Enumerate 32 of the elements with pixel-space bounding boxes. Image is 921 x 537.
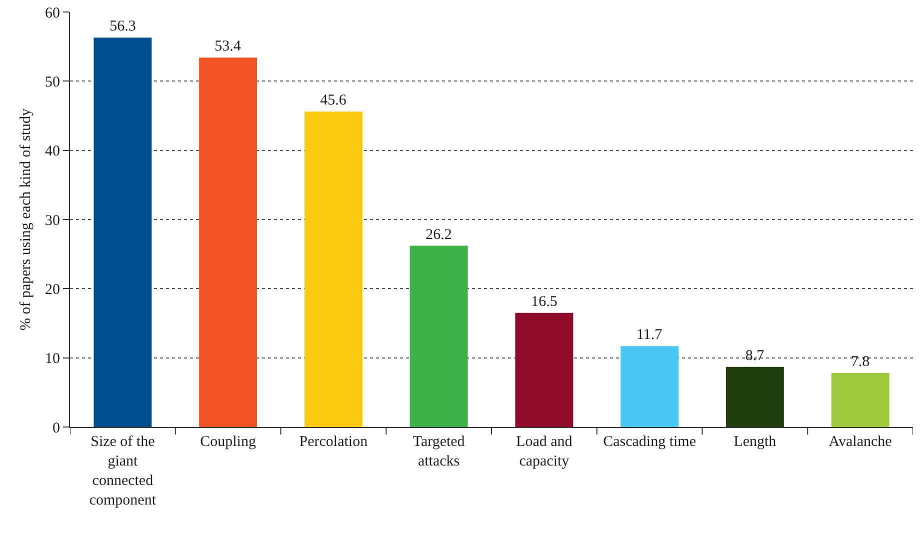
y-tick-label: 40: [45, 144, 60, 160]
bar: [199, 58, 258, 427]
data-label: 53.4: [214, 38, 242, 55]
data-label: 11.7: [636, 327, 663, 344]
bar: [304, 112, 362, 427]
y-tick-label: 50: [45, 74, 60, 90]
y-tick-label: 0: [52, 420, 60, 436]
data-label: 8.7: [745, 348, 765, 364]
bar: [620, 346, 679, 427]
data-label: 56.3: [110, 18, 136, 35]
bar: [726, 366, 784, 427]
bar: [515, 312, 574, 427]
y-tick-label: 30: [45, 212, 60, 229]
y-tick-label: 20: [45, 282, 60, 298]
data-label: 16.5: [531, 294, 558, 310]
data-label: 26.2: [426, 226, 452, 243]
y-axis-title: % of papers using each kind of study: [18, 108, 34, 331]
x-tick-label: Targeted attacks: [412, 434, 466, 470]
x-tick-label: Size of the giant connected component: [89, 434, 157, 508]
x-tick-label: Avalanche: [828, 434, 892, 450]
data-label: 7.8: [850, 354, 870, 370]
data-label: 45.6: [320, 92, 347, 109]
bar: [831, 373, 890, 427]
x-tick-label: Cascading time: [603, 434, 696, 450]
y-tick-label: 10: [45, 351, 60, 368]
x-tick-label: Coupling: [200, 434, 256, 450]
x-tick-label: Percolation: [299, 434, 368, 450]
x-tick-label: Length: [734, 434, 777, 450]
bar: [94, 38, 152, 427]
x-tick-label: Load and capacity: [516, 434, 573, 470]
bar: [410, 246, 468, 427]
y-tick-label: 60: [45, 5, 60, 22]
